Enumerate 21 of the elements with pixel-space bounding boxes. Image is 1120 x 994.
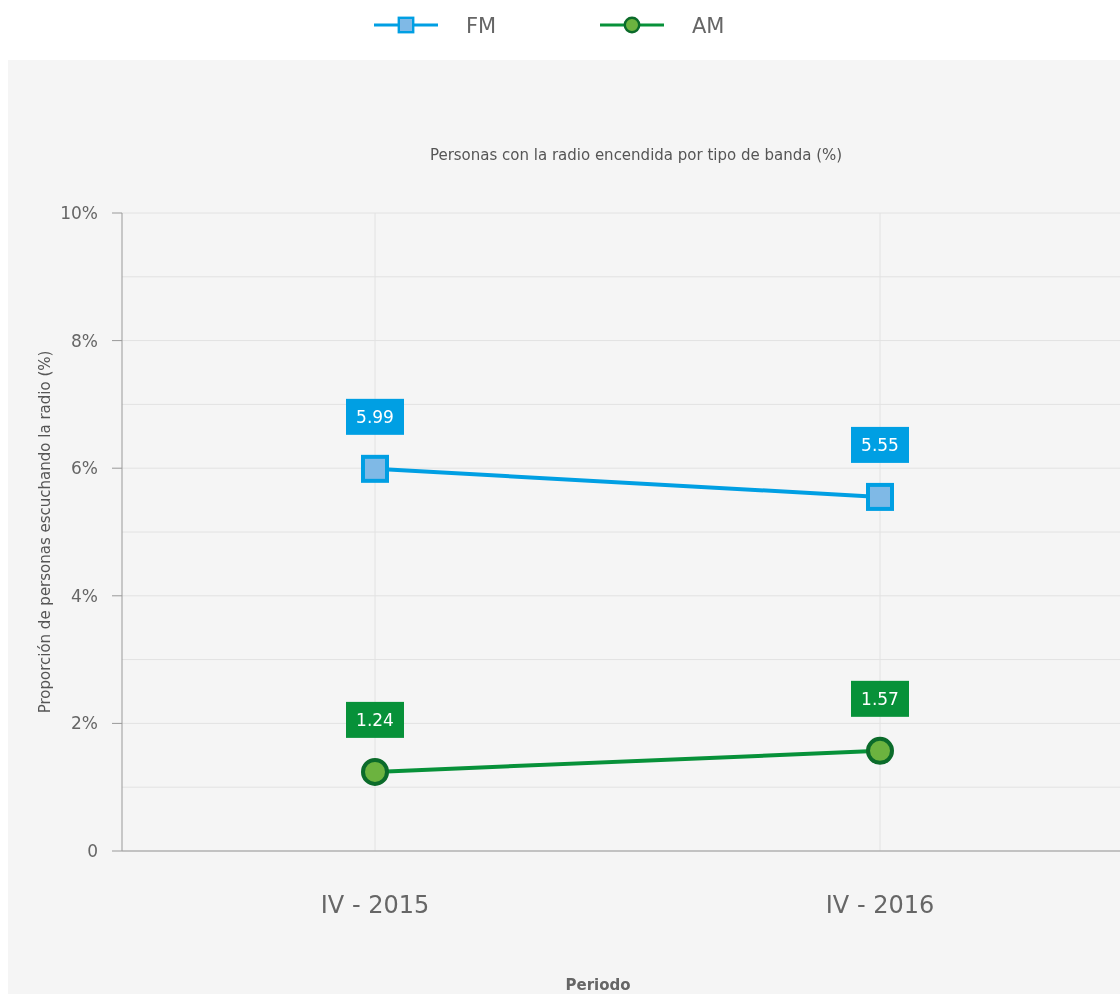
data-label: 1.24 [356, 709, 394, 730]
data-label: 5.55 [861, 434, 899, 455]
y-axis-title: Proporción de personas escuchando la radio (%) [36, 350, 54, 714]
point [361, 757, 389, 786]
legend-label: AM [692, 14, 725, 38]
x-tick-label: IV - 2016 [825, 891, 935, 919]
data-label: 1.57 [861, 688, 899, 709]
x-tick-label: IV - 2015 [320, 891, 430, 919]
x-axis-title: Periodo [565, 976, 631, 994]
chart-title: Personas con la radio encendida por tipo de banda (%) [429, 146, 843, 164]
y-tick-label: 8% [71, 330, 98, 351]
point [361, 454, 389, 483]
point [866, 736, 894, 765]
y-tick-label: 10% [60, 203, 98, 223]
y-tick-label: 6% [71, 458, 98, 479]
point [866, 482, 894, 511]
y-tick-label: 2% [71, 713, 98, 734]
y-tick-label: 0 [87, 841, 98, 861]
data-label: 5.99 [356, 406, 394, 427]
legend-label: FM [466, 14, 497, 38]
y-tick-label: 4% [71, 585, 98, 606]
